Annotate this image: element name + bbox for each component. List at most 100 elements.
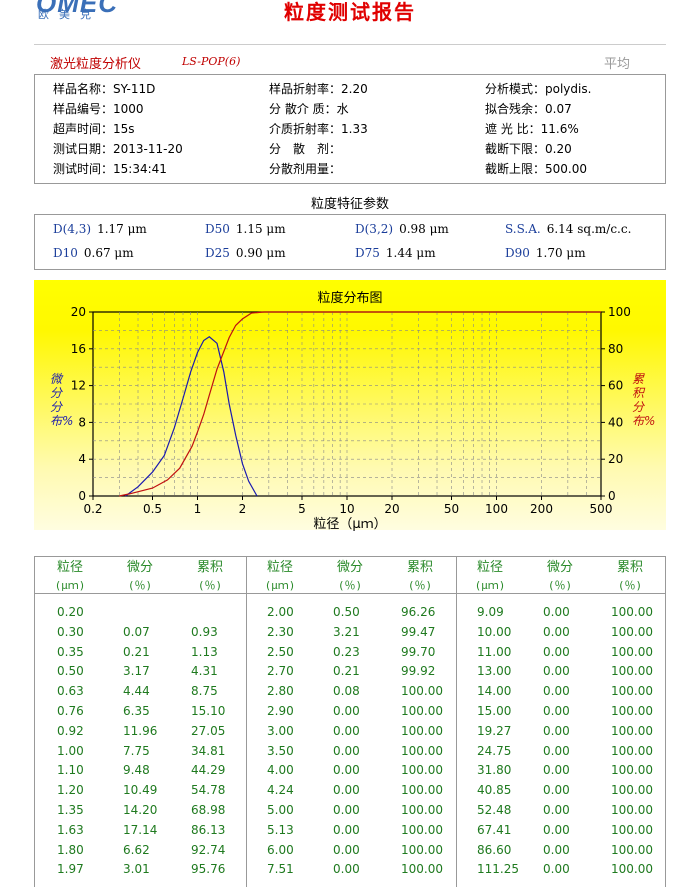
cell-diff: 0.00 [333,763,360,778]
table-row: 11.00 0.00 100.00 [455,645,665,663]
cell-diff: 0.00 [333,783,360,798]
cell-size: 0.35 [57,644,84,659]
cell-size: 31.80 [477,763,512,778]
info-value: 500.00 [545,162,588,176]
cell-cum: 15.10 [191,704,226,718]
param-label: S.S.A. [505,222,541,236]
cell-diff: 3.21 [333,624,360,639]
info-row: 拟合残余：0.07 [485,100,572,117]
y-tick-label: 4 [78,452,86,466]
cell-cum: 99.92 [401,664,436,679]
param-label: D50 [205,222,230,236]
cell-diff: 0.00 [333,743,360,758]
cell-cum: 100.00 [611,605,653,619]
table-row: 1.80 6.62 92.74 [35,843,245,861]
info-row: 截断下限：0.20 [485,140,572,157]
table-header-divider [35,593,665,594]
table-row: 24.75 0.00 100.00 [455,744,665,762]
info-label: 介质折射率： [269,122,342,136]
cell-diff: 0.21 [333,664,360,679]
y-tick-label: 12 [71,379,86,393]
table-header: 累积 [196,560,223,575]
info-row: 分 散 剂： [269,140,341,157]
table-header-unit: (％) [337,579,363,592]
table-row: 4.00 0.00 100.00 [245,763,455,781]
table-row: 3.50 0.00 100.00 [245,744,455,762]
table-row: 0.20 [35,605,245,623]
cell-cum: 100.00 [401,822,443,837]
cell-size: 52.48 [477,803,512,817]
cell-diff: 7.75 [123,743,150,758]
table-row: 1.10 9.48 44.29 [35,763,245,781]
table-row: 31.80 0.00 100.00 [455,763,665,781]
info-label: 超声时间： [53,122,114,136]
cell-size: 67.41 [477,822,512,837]
cell-cum: 1.13 [191,644,218,659]
cell-size: 0.76 [57,704,84,718]
param-item: D(4,3) 1.17 μm [53,222,147,236]
table-row: 0.35 0.21 1.13 [35,645,245,663]
table-header-unit: (％) [127,579,153,592]
brand-logo: OMEC 欧美克 [34,0,130,22]
logo-sub: 欧美克 [38,8,101,21]
cell-diff: 10.49 [123,783,158,798]
info-value: 15:34:41 [113,162,167,176]
cell-diff: 0.00 [543,644,570,659]
cell-size: 13.00 [477,664,512,679]
y2-tick-label: 0 [608,489,616,503]
y2-tick-label: 20 [608,452,623,466]
info-label: 分 散 剂： [269,142,342,156]
cell-diff: 0.00 [543,723,570,738]
info-label: 测试时间： [53,162,114,176]
info-label: 样品名称： [53,82,114,96]
cell-diff: 4.44 [123,684,150,699]
table-row: 5.13 0.00 100.00 [245,823,455,841]
cell-size: 1.10 [57,763,84,778]
cell-cum: 100.00 [401,763,443,778]
measure-mode: 平均 [604,57,631,72]
cell-diff: 0.00 [543,842,570,857]
series-line-2 [119,311,601,497]
table-header-unit: (％) [407,579,433,592]
info-row: 截断上限：500.00 [485,160,587,177]
cell-cum: 86.13 [191,822,226,837]
cell-cum: 100.00 [401,862,443,877]
table-header: 微分 [546,560,573,575]
cell-cum: 100.00 [611,862,653,877]
table-row: 7.51 0.00 100.00 [245,862,455,880]
cell-cum: 68.98 [191,803,226,817]
table-header: 微分 [336,560,363,575]
table-row: 52.48 0.00 100.00 [455,803,665,821]
cell-cum: 100.00 [611,822,653,837]
y-tick-label: 20 [71,305,86,319]
table-header-unit: (μｍ) [474,579,506,592]
x-tick-label: 20 [384,502,399,516]
param-item: D90 1.70 μm [505,246,586,260]
cell-cum: 100.00 [611,803,653,817]
table-row: 4.24 0.00 100.00 [245,783,455,801]
cell-diff: 0.00 [333,842,360,857]
size-distribution-table: 粒径 (μｍ) 微分 (％) 累积 (％) 0.20 0.30 0.07 0.93 0.35 0.21… [34,556,666,887]
param-label: D90 [505,246,530,260]
x-tick-label: 5 [298,502,306,516]
cell-diff: 0.50 [333,605,360,619]
param-value: 1.15 μm [235,222,286,236]
param-item: D75 1.44 μm [355,246,436,260]
cell-size: 1.20 [57,783,84,798]
x-tick-label: 1 [194,502,202,516]
cell-cum: 92.74 [191,842,226,857]
cell-diff: 0.00 [333,822,360,837]
cell-diff: 9.48 [123,763,150,778]
info-row: 样品折射率：2.20 [269,80,368,97]
chart-plot: 0.2 0.5 1 2 5 10 20 50 100 200 5000481216200204060… [71,305,631,516]
cell-cum: 44.29 [191,763,226,778]
cell-size: 3.00 [267,723,294,738]
param-item: D(3,2) 0.98 μm [355,222,449,236]
cell-cum: 100.00 [401,743,443,758]
y2-tick-label: 80 [608,342,623,356]
info-row: 分析模式：polydis. [485,80,591,97]
param-label: D25 [205,246,230,260]
info-row: 超声时间：15s [53,120,135,137]
table-row: 3.00 0.00 100.00 [245,724,455,742]
info-label: 样品折射率： [269,82,342,96]
